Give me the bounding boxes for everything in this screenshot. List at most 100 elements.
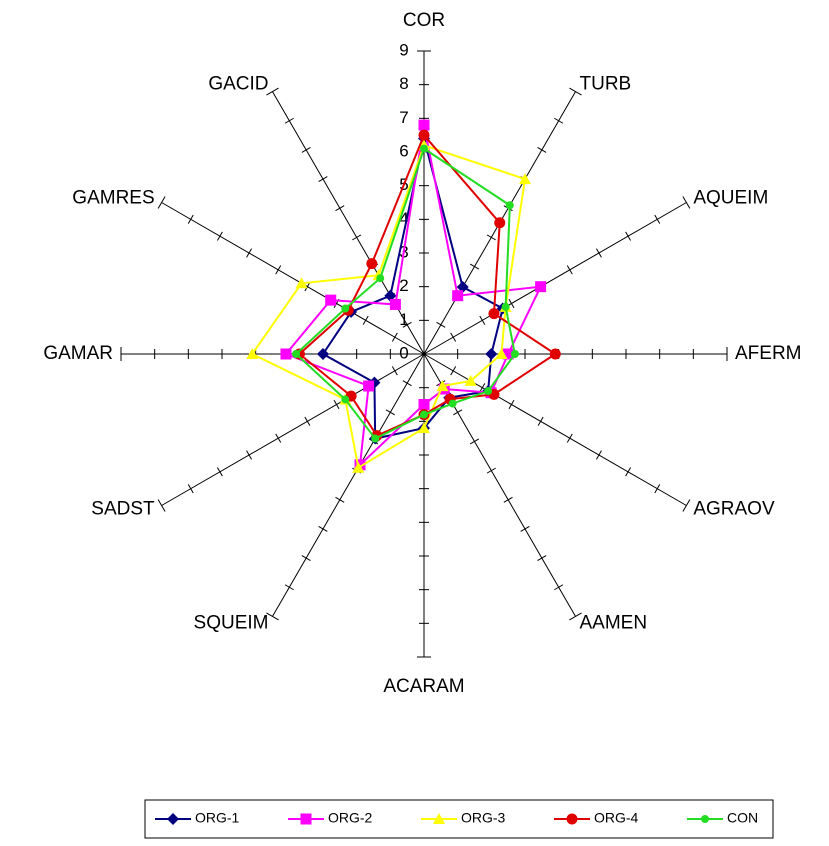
tick-mark (402, 380, 412, 387)
data-point (420, 144, 428, 153)
tick-label: 7 (399, 108, 408, 127)
tick-mark (157, 196, 166, 209)
tick-mark (352, 234, 362, 241)
axis-line (272, 91, 425, 355)
tick-mark (450, 366, 457, 376)
tick-mark (275, 433, 282, 443)
tick-mark (318, 176, 328, 182)
axis-label: GAMAR (43, 343, 113, 364)
tick-mark (537, 555, 547, 562)
tick-mark (596, 248, 602, 258)
data-point (448, 399, 457, 408)
tick-mark (625, 467, 632, 477)
tick-mark (335, 496, 345, 503)
legend-marker (566, 813, 578, 825)
tick-mark (391, 332, 398, 342)
data-point (371, 434, 380, 443)
data-point (464, 374, 477, 386)
data-point (325, 294, 337, 306)
axis-line (423, 353, 687, 506)
tick-mark (596, 450, 602, 460)
axis-line (423, 202, 687, 355)
data-point (420, 410, 428, 419)
legend-label: ORG-2 (328, 810, 373, 826)
tick-mark (537, 416, 544, 426)
axis-label: AAMEN (580, 612, 648, 633)
series-line (250, 144, 527, 470)
tick-mark (335, 205, 345, 212)
tick-mark (569, 87, 582, 96)
data-point (292, 350, 301, 358)
data-point (246, 348, 259, 359)
tick-mark (362, 315, 369, 325)
tick-label: 8 (399, 74, 408, 93)
tick-mark (453, 409, 463, 416)
data-point (519, 173, 531, 185)
data-point (549, 348, 561, 360)
tick-label: 4 (399, 209, 408, 228)
data-point (484, 387, 493, 396)
axis-label: AGRAOV (693, 499, 775, 520)
data-point (317, 348, 329, 360)
data-point (452, 290, 464, 302)
data-point (280, 348, 292, 360)
data-point (418, 119, 430, 131)
data-point (494, 217, 506, 229)
tick-mark (216, 231, 223, 241)
data-point (485, 348, 498, 360)
legend-marker (701, 815, 709, 823)
tick-mark (566, 265, 573, 275)
axis-label: COR (403, 10, 445, 31)
tick-label: 1 (399, 310, 408, 329)
tick-mark (402, 321, 412, 328)
tick-mark (187, 484, 194, 494)
tick-mark (537, 146, 547, 153)
tick-mark (284, 117, 294, 124)
tick-mark (554, 117, 564, 124)
axis-line (272, 353, 425, 617)
tick-label: 2 (399, 276, 408, 295)
data-point (389, 298, 401, 310)
tick-mark (304, 416, 311, 426)
axis-label: AQUEIM (693, 188, 768, 209)
tick-mark (503, 496, 513, 503)
axis-label: ACARAM (383, 676, 464, 697)
tick-mark (625, 231, 632, 241)
tick-mark (304, 282, 311, 292)
tick-mark (469, 263, 480, 270)
tick-mark (682, 196, 691, 209)
tick-label: 0 (399, 343, 408, 362)
data-point (502, 348, 514, 360)
data-point (501, 302, 510, 311)
data-point (295, 277, 308, 289)
tick-mark (436, 321, 446, 328)
tick-mark (301, 146, 311, 153)
tick-mark (469, 438, 480, 445)
tick-mark (508, 399, 515, 410)
data-point (418, 422, 430, 434)
tick-mark (486, 234, 496, 241)
tick-mark (682, 499, 691, 512)
axis-label: GACID (208, 74, 268, 95)
legend-label: ORG-1 (195, 810, 240, 826)
legend-marker (300, 813, 312, 825)
data-point (354, 459, 366, 471)
tick-mark (246, 248, 252, 258)
axis-label: GAMRES (72, 188, 154, 209)
tick-mark (436, 380, 446, 387)
tick-mark (391, 366, 398, 376)
data-point (376, 274, 385, 283)
data-point (456, 280, 469, 293)
tick-mark (654, 214, 661, 224)
data-point (341, 304, 350, 313)
tick-mark (187, 214, 194, 224)
axis-line (161, 202, 425, 355)
series (246, 139, 531, 473)
tick-mark (266, 87, 279, 96)
data-point (488, 308, 500, 320)
legend-label: ORG-3 (461, 810, 506, 826)
tick-mark (654, 484, 661, 494)
tick-mark (301, 555, 311, 562)
tick-mark (479, 383, 486, 393)
